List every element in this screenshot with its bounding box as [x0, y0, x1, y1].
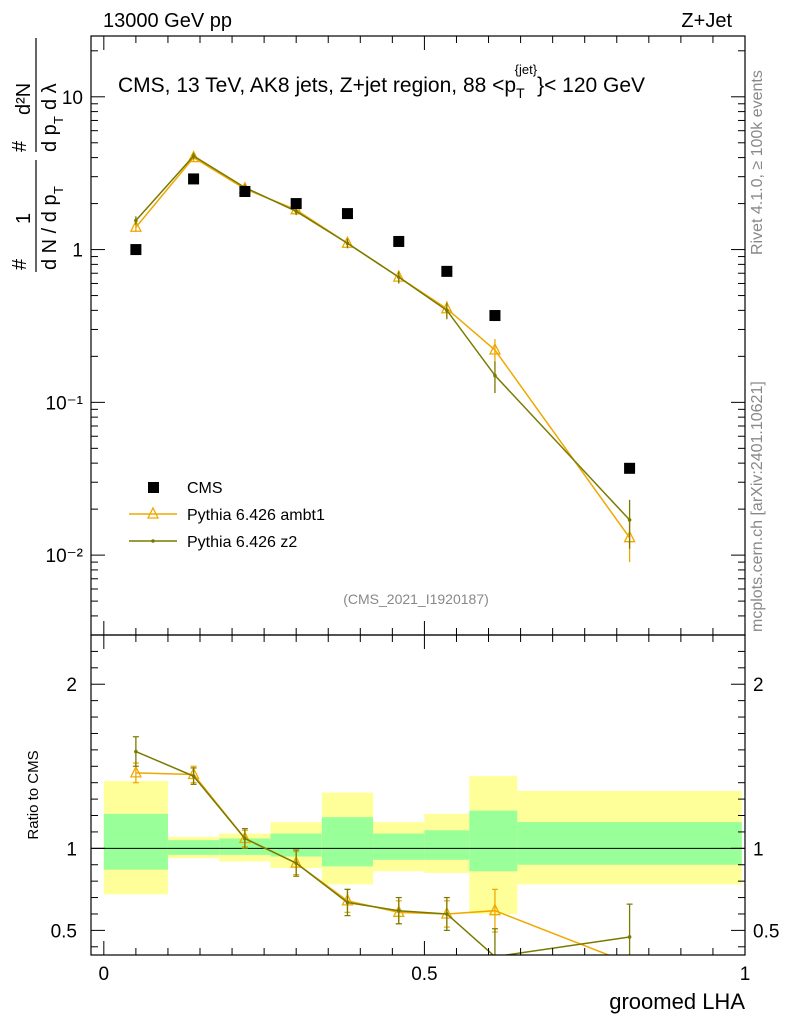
main-ylabel-den: d N / d p — [39, 194, 61, 270]
ratio-point-z2 — [627, 935, 632, 939]
data-point-z2 — [445, 308, 449, 313]
data-point-cms — [239, 185, 251, 197]
data-point-cms — [290, 198, 302, 210]
main-ylabel-d2n: d²N — [13, 83, 35, 115]
x-tick-label: 0.5 — [411, 964, 437, 985]
data-point-cms — [624, 462, 636, 474]
data-point-cms — [393, 235, 405, 247]
data-point-cms — [489, 310, 501, 322]
main-ylabel-dl: d λ — [39, 83, 61, 110]
ratio-series — [129, 736, 635, 967]
ratio-point-ambt1 — [625, 957, 635, 967]
x-tick-label: 1 — [740, 964, 751, 985]
ratio-y-tick-label-right: 1 — [753, 839, 764, 860]
legend: CMS Pythia 6.426 ambt1 Pythia 6.426 z2 — [129, 480, 325, 551]
main-ylabel-num: # — [9, 258, 31, 270]
ratio-point-ambt1 — [129, 765, 142, 778]
data-point-cms — [441, 265, 453, 277]
legend-label-ambt1: Pythia 6.426 ambt1 — [187, 507, 325, 524]
stat-uncertainty-band — [469, 810, 518, 872]
main-ylabel: # 1 d N / d p T # d²N d p T d λ — [9, 38, 66, 272]
x-tick-label: 0 — [99, 964, 110, 985]
stat-uncertainty-band — [517, 822, 742, 865]
x-axis-label: groomed LHA — [609, 989, 745, 1014]
main-ylabel-dpt: d p — [39, 124, 61, 152]
ratio-frame — [90, 634, 746, 956]
data-point-z2 — [294, 209, 298, 214]
stat-uncertainty-band — [321, 817, 374, 867]
ratio-point-z2 — [396, 908, 401, 913]
rivet-label: Rivet 4.1.0, ≥ 100k events — [749, 70, 766, 255]
data-point-ambt1 — [488, 342, 501, 355]
ratio-point-z2 — [294, 861, 298, 865]
legend-label-z2: Pythia 6.426 z2 — [187, 534, 297, 551]
ratio-y-tick-label: 1 — [66, 839, 77, 860]
data-point-z2 — [396, 275, 401, 279]
data-point-cms — [188, 173, 200, 185]
header-right: Z+Jet — [681, 10, 732, 32]
legend-marker-z2 — [151, 539, 155, 543]
ratio-y-tick-label-right: 2 — [753, 675, 764, 696]
main-ylabel-den-t: T — [51, 186, 66, 194]
header-left: 13000 GeV pp — [103, 10, 232, 32]
data-point-ambt1 — [129, 219, 142, 232]
data-point-ambt1 — [187, 150, 200, 163]
plot-title-end: }< 120 GeV — [537, 74, 645, 97]
ratio-y-tick-label-right: 0.5 — [753, 921, 779, 942]
data-point-z2 — [345, 241, 350, 246]
plot-title-main: CMS, 13 TeV, AK8 jets, Z+jet region, 88 … — [118, 74, 516, 97]
ratio-point-z2 — [345, 900, 350, 905]
plot-title-sup: {jet} — [515, 62, 538, 77]
legend-label-cms: CMS — [187, 480, 223, 497]
data-point-z2 — [493, 373, 497, 378]
stat-uncertainty-band — [424, 830, 470, 860]
plot-title: CMS, 13 TeV, AK8 jets, Z+jet region, 88 … — [118, 62, 645, 101]
analysis-watermark: (CMS_2021_I1920187) — [343, 591, 489, 607]
data-point-z2 — [134, 218, 138, 223]
data-point-cms — [130, 244, 142, 256]
data-point-z2 — [191, 154, 196, 158]
y-tick-label: 1 — [72, 241, 83, 262]
ratio-y-tick-label: 2 — [66, 675, 77, 696]
y-tick-label: 10⁻² — [46, 546, 84, 567]
ratio-ylabel: Ratio to CMS — [25, 750, 42, 839]
data-point-z2 — [627, 518, 632, 522]
plot-title-sub: T — [516, 85, 525, 101]
ratio-panel: 2 2 1 1 0.5 0.5 0 0.5 1 — [51, 634, 779, 985]
y-tick-label: 10 — [62, 88, 83, 109]
ratio-point-ambt1 — [488, 903, 501, 916]
ratio-point-z2 — [243, 836, 247, 841]
legend-marker-cms — [148, 482, 159, 493]
stat-uncertainty-band — [167, 840, 220, 855]
series-line-z2 — [135, 154, 631, 521]
ratio-point-z2 — [134, 749, 138, 754]
ratio-y-tick-label: 0.5 — [51, 921, 77, 942]
ratio-point-z2 — [191, 774, 196, 778]
stat-uncertainty-band — [103, 813, 168, 870]
data-point-cms — [341, 208, 353, 220]
main-ylabel-dpt-t: T — [51, 116, 66, 124]
y-tick-label: 10⁻¹ — [46, 393, 84, 414]
ratio-point-z2 — [445, 912, 449, 916]
main-ylabel-one: 1 — [13, 213, 35, 224]
main-ylabel-num2: # — [9, 140, 31, 152]
main-panel: 10 1 10⁻¹ 10⁻² — [46, 35, 746, 636]
legend-marker-ambt1 — [146, 506, 160, 519]
stat-uncertainty-band — [373, 833, 425, 860]
mcplots-label: mcplots.cern.ch [arXiv:2401.10621] — [749, 381, 766, 632]
stat-uncertainty-band — [270, 833, 322, 857]
